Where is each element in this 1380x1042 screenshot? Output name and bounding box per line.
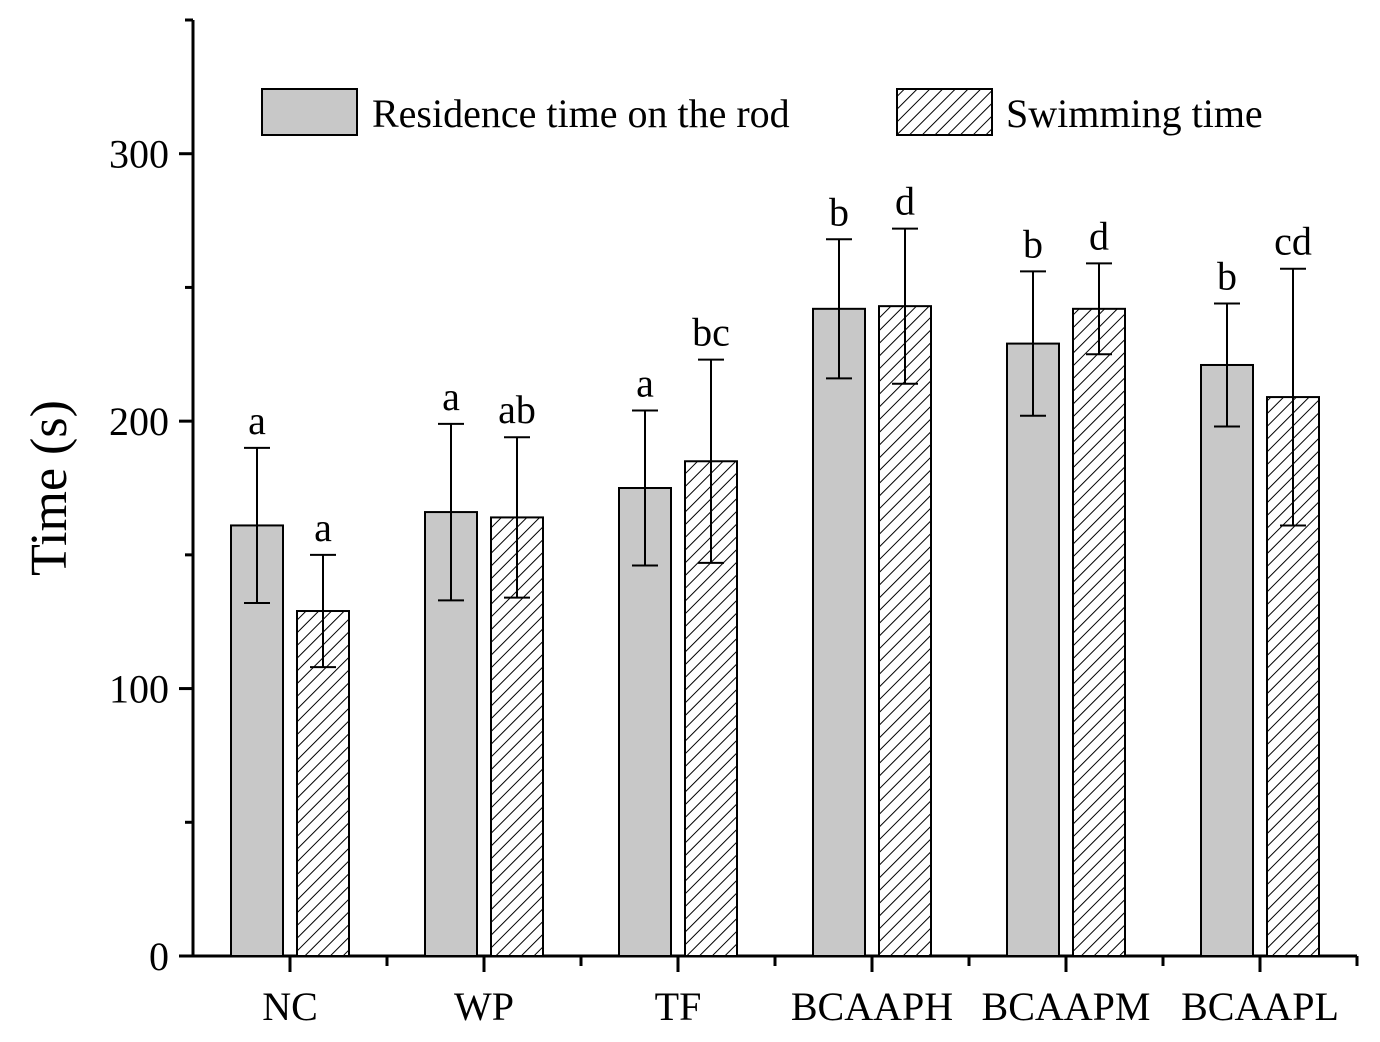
error-bars: [244, 227, 1306, 669]
significance-label: b: [1217, 253, 1237, 298]
legend-label-swimming: Swimming time: [1006, 91, 1263, 136]
bar: [878, 305, 932, 957]
bar: [812, 307, 866, 957]
y-axis-title: Time (s): [21, 400, 78, 576]
x-tick-label: NC: [262, 984, 318, 1029]
x-tick-label: TF: [655, 984, 702, 1029]
significance-label: d: [895, 179, 915, 224]
bar: [1200, 363, 1254, 957]
legend-label-residence: Residence time on the rod: [372, 91, 790, 136]
axes: 0 100 200 300 NC WP TF BCAAPH BCAAPM BCAAPL: [109, 18, 1359, 1029]
significance-label: a: [442, 374, 460, 419]
significance-label: d: [1089, 213, 1109, 258]
bar: [1072, 307, 1126, 957]
significance-label: b: [1023, 221, 1043, 266]
x-tick-label: BCAAPM: [982, 984, 1151, 1029]
significance-label: b: [829, 189, 849, 234]
y-tick-label: 100: [109, 667, 169, 712]
y-tick-label: 0: [149, 934, 169, 979]
significance-label: a: [636, 360, 654, 405]
x-tick-label: BCAAPH: [791, 984, 953, 1029]
legend: Residence time on the rod Swimming time: [261, 88, 1263, 136]
bar: [296, 610, 350, 957]
significance-label: cd: [1274, 219, 1312, 264]
legend-swatch-swimming: [896, 88, 993, 136]
x-tick-label: WP: [454, 984, 514, 1029]
y-tick-label: 300: [109, 132, 169, 177]
y-tick-label: 200: [109, 399, 169, 444]
significance-label: a: [314, 505, 332, 550]
bar: [1006, 342, 1060, 957]
bars: [230, 305, 1320, 957]
significance-label: bc: [692, 310, 730, 355]
x-tick-label: BCAAPL: [1181, 984, 1339, 1029]
significance-label: ab: [498, 387, 536, 432]
legend-swatch-residence: [261, 88, 358, 136]
significance-label: a: [248, 398, 266, 443]
